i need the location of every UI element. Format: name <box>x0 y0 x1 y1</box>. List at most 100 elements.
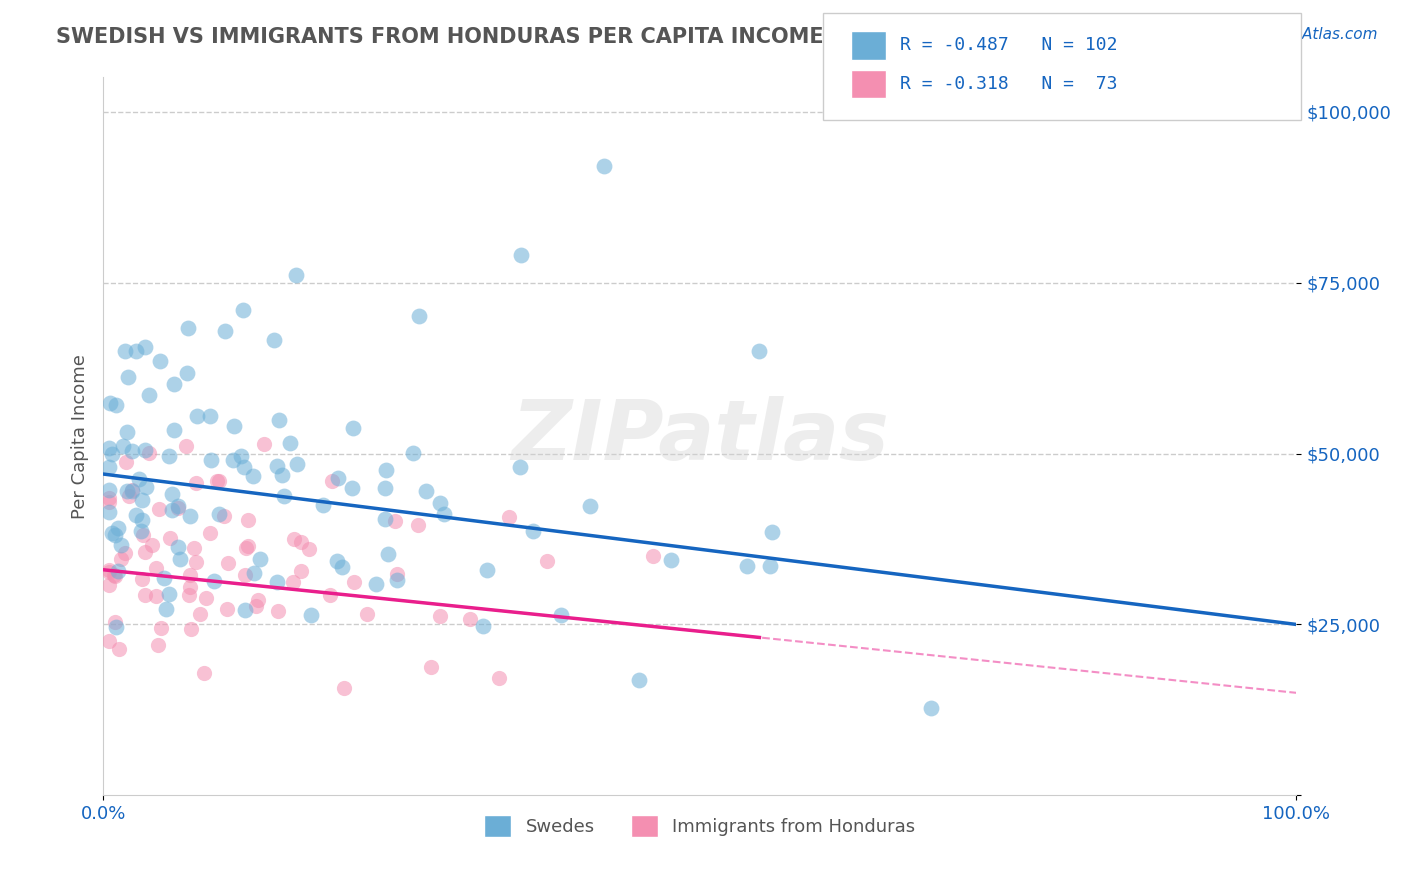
Point <box>124 508 146 522</box>
Point <box>245 599 267 613</box>
Point <box>208 507 231 521</box>
Point <box>659 553 682 567</box>
Point <box>167 499 190 513</box>
Point <box>141 538 163 552</box>
Point <box>222 453 245 467</box>
Point <box>536 554 558 568</box>
Point <box>342 421 364 435</box>
Point <box>157 450 180 464</box>
Point <box>121 483 143 498</box>
Point <box>298 541 321 556</box>
Point <box>319 588 342 602</box>
Point <box>117 370 139 384</box>
Point <box>131 513 153 527</box>
Point <box>236 513 259 527</box>
Point <box>148 501 170 516</box>
Point <box>115 455 138 469</box>
Point <box>132 528 155 542</box>
Point <box>134 340 156 354</box>
Point <box>342 481 364 495</box>
Text: R = -0.487   N = 102: R = -0.487 N = 102 <box>900 37 1118 54</box>
Point <box>214 324 236 338</box>
Point <box>406 518 429 533</box>
Point <box>198 409 221 424</box>
Point <box>377 547 399 561</box>
Point <box>108 642 131 657</box>
Point <box>184 555 207 569</box>
Point <box>98 577 121 591</box>
Point <box>183 541 205 555</box>
Point <box>243 566 266 580</box>
Point <box>233 603 256 617</box>
Point <box>748 343 770 358</box>
Point <box>150 621 173 635</box>
Text: Source: ZipAtlas.com: Source: ZipAtlas.com <box>1215 27 1378 42</box>
Point <box>285 268 308 282</box>
Point <box>420 660 443 674</box>
Point <box>103 528 125 542</box>
Point <box>285 458 308 472</box>
Point <box>134 545 156 559</box>
Point <box>155 602 177 616</box>
Point <box>212 508 235 523</box>
Point <box>229 449 252 463</box>
Point <box>179 580 201 594</box>
Point <box>433 507 456 521</box>
Point <box>290 564 312 578</box>
Point <box>342 574 364 589</box>
Point <box>273 489 295 503</box>
Point <box>104 620 127 634</box>
Point <box>266 575 288 590</box>
Point <box>208 474 231 488</box>
Point <box>321 474 343 488</box>
Point <box>131 493 153 508</box>
Point <box>222 419 245 434</box>
Point <box>167 540 190 554</box>
Point <box>98 491 121 506</box>
Point <box>145 561 167 575</box>
Point <box>167 500 190 515</box>
Point <box>488 672 510 686</box>
Point <box>177 320 200 334</box>
Point <box>384 514 406 528</box>
Point <box>253 437 276 451</box>
Point <box>145 589 167 603</box>
Point <box>117 484 139 499</box>
Point <box>162 487 184 501</box>
Point <box>579 500 602 514</box>
Point <box>110 539 132 553</box>
Point <box>242 469 264 483</box>
Point <box>236 539 259 553</box>
Point <box>186 409 208 423</box>
Point <box>169 552 191 566</box>
Point <box>249 552 271 566</box>
Point <box>328 471 350 485</box>
Point <box>148 638 170 652</box>
Point <box>174 439 197 453</box>
Point <box>104 398 127 412</box>
Point <box>471 619 494 633</box>
Point <box>299 608 322 623</box>
Point <box>104 569 127 583</box>
Point <box>124 344 146 359</box>
Point <box>267 413 290 427</box>
Point <box>104 615 127 629</box>
Point <box>135 480 157 494</box>
Point <box>761 525 783 540</box>
Point <box>373 511 395 525</box>
Point <box>162 503 184 517</box>
Y-axis label: Per Capita Income: Per Capita Income <box>72 354 89 519</box>
Point <box>593 159 616 173</box>
Point <box>98 566 121 580</box>
Point <box>163 376 186 391</box>
Point <box>198 525 221 540</box>
Point <box>98 495 121 509</box>
Point <box>509 459 531 474</box>
Point <box>195 591 218 605</box>
Point <box>326 553 349 567</box>
Point <box>415 483 437 498</box>
Point <box>643 549 665 563</box>
Point <box>290 535 312 549</box>
Point <box>101 525 124 540</box>
Point <box>217 557 239 571</box>
